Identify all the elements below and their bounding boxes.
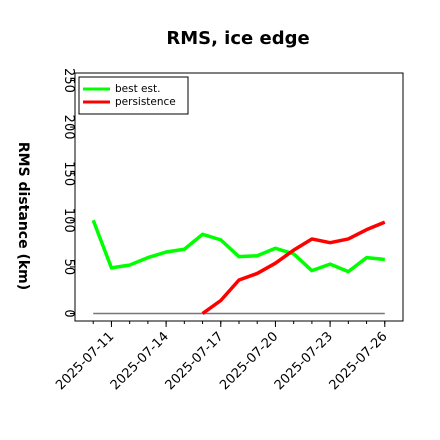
y-tick-label-250: 250 bbox=[61, 68, 76, 93]
y-tick-label-150: 150 bbox=[61, 161, 76, 186]
series-line-persistence bbox=[201, 220, 386, 315]
x-tick-label-2025-07-26: 2025-07-26 bbox=[327, 329, 391, 393]
legend-label-persistence: persistence bbox=[115, 96, 176, 108]
series-line-best-est bbox=[91, 219, 385, 274]
y-axis: 0 50 100 150 200 250 bbox=[61, 68, 76, 318]
x-axis: 2025-07-112025-07-142025-07-172025-07-20… bbox=[53, 321, 391, 393]
y-tick-label-200: 200 bbox=[61, 115, 76, 140]
legend-box bbox=[78, 76, 189, 115]
series-layer bbox=[91, 219, 386, 315]
y-tick-label-50: 50 bbox=[61, 259, 76, 276]
chart-title: RMS, ice edge bbox=[166, 28, 309, 49]
y-axis-label: RMS distance (km) bbox=[15, 142, 31, 290]
plot-area: 0 50 100 150 200 250 2025-07-112025-07-142025… bbox=[53, 68, 404, 393]
legend: best est. persistence bbox=[78, 76, 189, 115]
legend-label-best-est: best est. bbox=[115, 83, 160, 95]
y-tick-label-0: 0 bbox=[61, 309, 76, 317]
y-tick-label-100: 100 bbox=[61, 208, 76, 233]
